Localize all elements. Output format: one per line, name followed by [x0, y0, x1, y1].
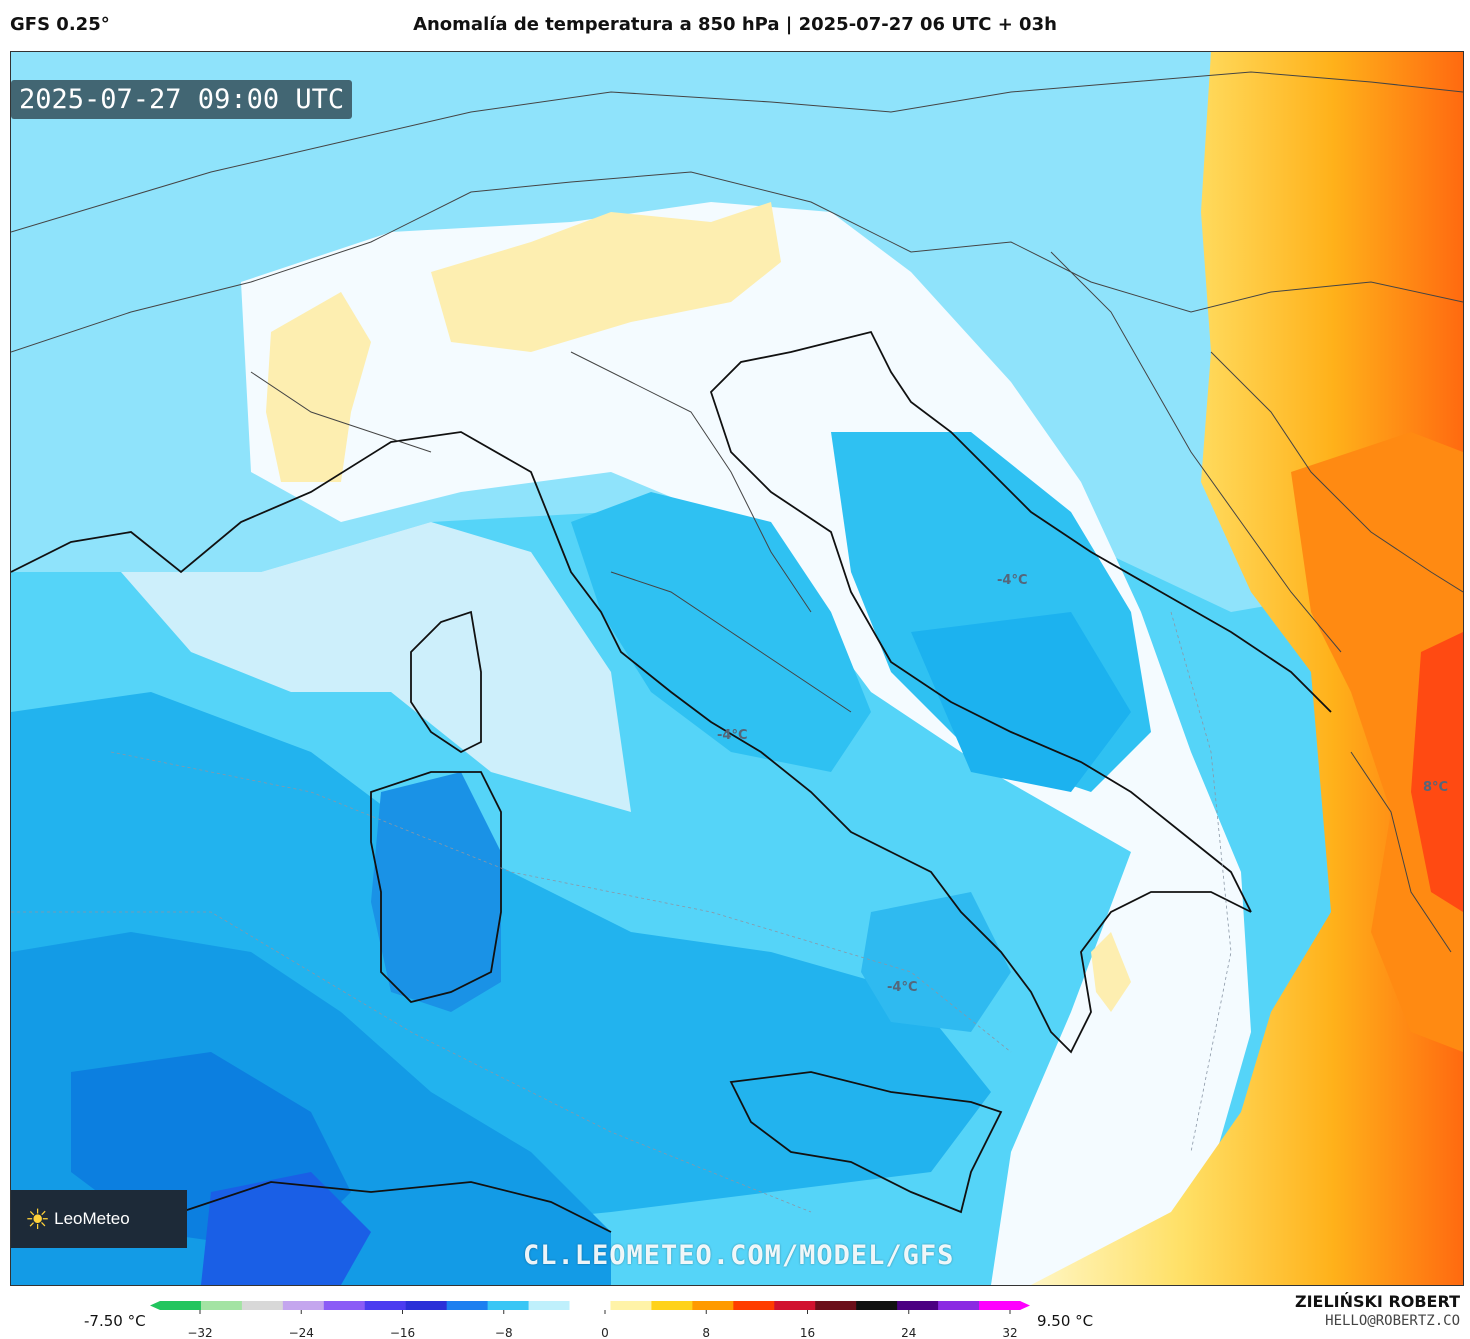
- corsica-coast: [410, 610, 482, 754]
- warm-balkans-hot: [1411, 632, 1463, 912]
- map-title: Anomalía de temperatura a 850 hPa | 2025…: [413, 14, 1057, 35]
- cold-sardinia: [371, 772, 501, 1012]
- africa-coast: [180, 1181, 612, 1233]
- contour-label: -4°C: [997, 573, 1028, 588]
- colorbar-tick-label: 24: [901, 1326, 916, 1339]
- colorbar-min-label: -7.50 °C: [84, 1312, 146, 1330]
- website-watermark: CL.LEOMETEO.COM/MODEL/GFS: [523, 1240, 955, 1271]
- sardinia-coast: [370, 771, 502, 1003]
- colorbar-tick-label: −24: [289, 1326, 314, 1339]
- colorbar-cell: [323, 1301, 366, 1310]
- colorbar-tick-label: 32: [1002, 1326, 1017, 1339]
- colorbar-cell: [200, 1301, 243, 1310]
- colorbar-cell: [979, 1301, 1021, 1310]
- warm-balkans: [1031, 52, 1463, 1285]
- colorbar: −32 −24 −16 −8 0 8 16 24 32: [150, 1301, 1030, 1339]
- contour-lines: [11, 611, 1232, 1213]
- temperature-anomaly-map: [11, 52, 1463, 1285]
- colorbar-cell: [733, 1301, 775, 1310]
- cold-adriatic-core: [911, 612, 1131, 792]
- cold-tyrrhenian-core: [861, 892, 1011, 1032]
- colorbar-cell: [569, 1301, 611, 1310]
- contour-label: 8°C: [1423, 780, 1449, 795]
- colorbar-tick-label: 0: [601, 1326, 609, 1339]
- colorbar-cell: [856, 1301, 898, 1310]
- colorbar-tick-label: −8: [495, 1326, 513, 1339]
- colorbar-cell: [487, 1301, 530, 1310]
- coastlines: [11, 330, 1332, 1233]
- model-name: GFS 0.25°: [10, 14, 110, 35]
- colorbar-tick-label: −32: [187, 1326, 212, 1339]
- colorbar-arrow-right: [1020, 1301, 1030, 1310]
- colorbar-cell: [446, 1301, 489, 1310]
- contour-label: -4°C: [717, 728, 748, 743]
- colorbar-ticks: −32 −24 −16 −8 0 8 16 24 32: [187, 1310, 1018, 1339]
- author-contact: HELLO@ROBERTZ.CO: [1325, 1313, 1460, 1329]
- colorbar-cell: [528, 1301, 571, 1310]
- colorbar-cell: [282, 1301, 325, 1310]
- colorbar-cell: [815, 1301, 857, 1310]
- colorbar-cells: [150, 1301, 1030, 1310]
- borders: [11, 71, 1463, 953]
- colorbar-cell: [897, 1301, 939, 1310]
- warm-patch-calabria: [1091, 932, 1131, 1012]
- warm-balkans-core: [1291, 432, 1463, 1052]
- sun-icon: ☀: [25, 1202, 51, 1236]
- cold-core-africa: [201, 1172, 371, 1285]
- anomaly-tyrrhenian-light: [121, 522, 631, 812]
- colorbar-max-label: 9.50 °C: [1037, 1312, 1094, 1330]
- colorbar-cell: [610, 1301, 652, 1310]
- colorbar-cell: [241, 1301, 284, 1310]
- colorbar-cell: [774, 1301, 816, 1310]
- colorbar-cell: [364, 1301, 407, 1310]
- warm-patch-west: [266, 292, 371, 482]
- leometeo-logo[interactable]: ☀ LeoMeteo: [11, 1190, 187, 1248]
- cold-central-italy: [571, 492, 871, 772]
- contour-label: -4°C: [887, 980, 918, 995]
- sicily-coast: [729, 1071, 1003, 1214]
- author-name: ZIELIŃSKI ROBERT: [1294, 1292, 1460, 1311]
- map-panel: 2025-07-27 09:00 UTC -4°C -4°C -4°C 8°C …: [10, 51, 1464, 1286]
- warm-patch-alps: [431, 202, 781, 352]
- logo-text: LeoMeteo: [54, 1209, 130, 1228]
- colorbar-tick-label: 16: [800, 1326, 815, 1339]
- colorbar-cell: [405, 1301, 448, 1310]
- colorbar-tick-label: −16: [390, 1326, 415, 1339]
- colorbar-cell: [651, 1301, 693, 1310]
- valid-time-label: 2025-07-27 09:00 UTC: [11, 80, 353, 119]
- colorbar-cell: [692, 1301, 734, 1310]
- colorbar-cell: [938, 1301, 980, 1310]
- colorbar-arrow-left: [150, 1301, 160, 1310]
- colorbar-cell: [160, 1301, 202, 1310]
- colorbar-tick-label: 8: [702, 1326, 710, 1339]
